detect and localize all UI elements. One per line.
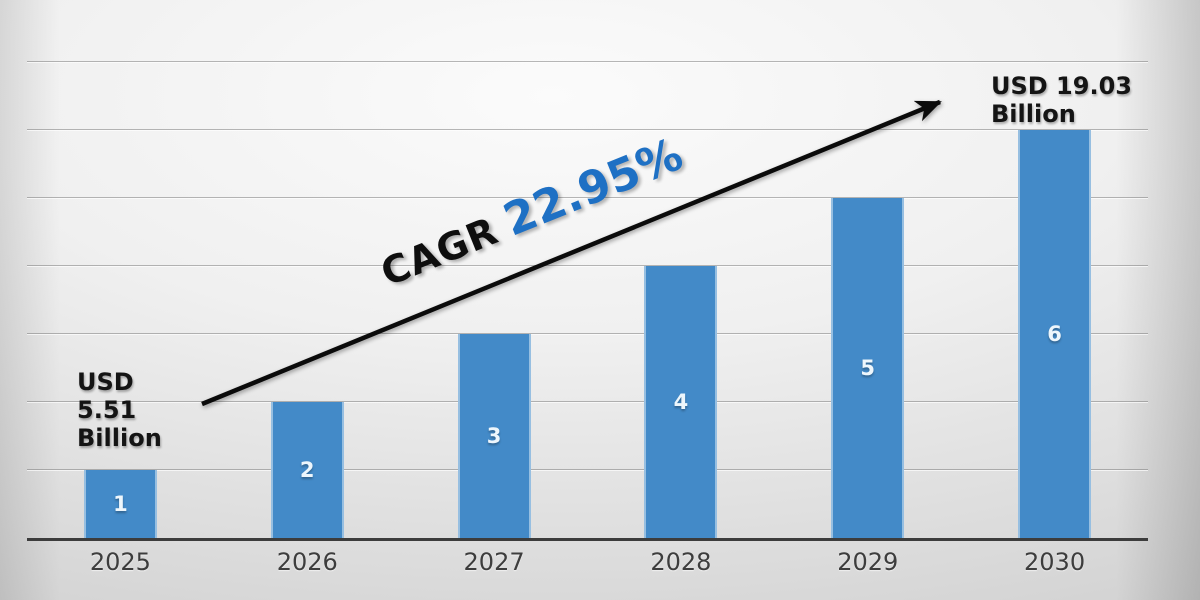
bar-column-2026: 2 xyxy=(214,62,401,538)
start-value-line3: Billion xyxy=(77,424,162,452)
bar-column-2029: 5 xyxy=(774,62,961,538)
x-axis-label-2028: 2028 xyxy=(650,548,712,576)
start-value-line1: USD xyxy=(77,368,134,396)
bar-value-label: 4 xyxy=(673,390,689,414)
bar-column-2025: 1 xyxy=(27,62,214,538)
end-value-callout: USD 19.03 Billion xyxy=(991,72,1132,128)
bar-value-label: 2 xyxy=(299,458,315,482)
gridline xyxy=(27,265,1148,266)
x-axis-label-2030: 2030 xyxy=(1024,548,1086,576)
bar-2029: 5 xyxy=(831,198,905,538)
bar-value-label: 1 xyxy=(113,492,128,516)
gridline xyxy=(27,401,1148,402)
bar-value-label: 6 xyxy=(1047,322,1062,346)
gridline xyxy=(27,469,1148,470)
gridline xyxy=(27,197,1148,198)
x-axis-label-2027: 2027 xyxy=(463,548,525,576)
end-value-line2: Billion xyxy=(991,100,1076,128)
bar-column-2027: 3 xyxy=(401,62,588,538)
plot-area: 1 2 3 4 5 6 xyxy=(27,61,1148,541)
x-axis-label-2025: 2025 xyxy=(89,548,151,576)
bar-column-2030: 6 xyxy=(961,62,1148,538)
start-value-line2: 5.51 xyxy=(77,396,137,424)
bar-2026: 2 xyxy=(270,402,344,538)
gridline xyxy=(27,61,1148,62)
bar-2025: 1 xyxy=(83,470,157,538)
end-value-line1: USD 19.03 xyxy=(991,72,1132,100)
bar-value-label: 5 xyxy=(860,356,876,380)
x-axis-labels: 2025 2026 2027 2028 2029 2030 xyxy=(27,548,1148,576)
start-value-callout: USD 5.51 Billion xyxy=(77,368,162,452)
bar-column-2028: 4 xyxy=(587,62,774,538)
x-axis-label-2026: 2026 xyxy=(276,548,338,576)
bar-2030: 6 xyxy=(1018,130,1092,538)
bars-container: 1 2 3 4 5 6 xyxy=(27,62,1148,538)
bar-2028: 4 xyxy=(644,266,718,538)
arrow-line xyxy=(201,99,942,407)
x-axis-label-2029: 2029 xyxy=(837,548,899,576)
bar-2027: 3 xyxy=(457,334,531,538)
gridline xyxy=(27,129,1148,130)
bar-value-label: 3 xyxy=(486,424,502,448)
gridline xyxy=(27,333,1148,334)
